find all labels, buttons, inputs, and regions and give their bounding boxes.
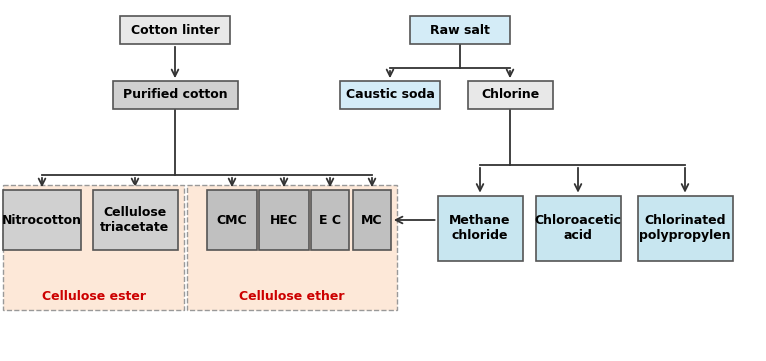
FancyBboxPatch shape	[437, 196, 522, 261]
Text: Cotton linter: Cotton linter	[131, 23, 219, 36]
Text: Cellulose ester: Cellulose ester	[41, 290, 146, 303]
FancyBboxPatch shape	[340, 81, 440, 109]
Text: Cellulose
triacetate: Cellulose triacetate	[100, 206, 169, 234]
FancyBboxPatch shape	[120, 16, 230, 44]
FancyBboxPatch shape	[93, 190, 178, 250]
Text: Cellulose ether: Cellulose ether	[239, 290, 345, 303]
Text: E C: E C	[319, 213, 341, 226]
Text: HEC: HEC	[270, 213, 298, 226]
FancyBboxPatch shape	[311, 190, 349, 250]
FancyBboxPatch shape	[535, 196, 620, 261]
FancyBboxPatch shape	[113, 81, 237, 109]
FancyBboxPatch shape	[207, 190, 257, 250]
FancyBboxPatch shape	[410, 16, 510, 44]
FancyBboxPatch shape	[637, 196, 732, 261]
FancyBboxPatch shape	[3, 185, 184, 310]
FancyBboxPatch shape	[187, 185, 397, 310]
Text: Nitrocotton: Nitrocotton	[2, 213, 82, 226]
Text: Chlorine: Chlorine	[481, 88, 539, 101]
Text: Methane
chloride: Methane chloride	[449, 214, 511, 242]
Text: Chloroacetic
acid: Chloroacetic acid	[535, 214, 621, 242]
Text: Purified cotton: Purified cotton	[123, 88, 228, 101]
FancyBboxPatch shape	[353, 190, 391, 250]
Text: MC: MC	[362, 213, 383, 226]
FancyBboxPatch shape	[259, 190, 309, 250]
Text: Caustic soda: Caustic soda	[345, 88, 434, 101]
Text: CMC: CMC	[217, 213, 247, 226]
FancyBboxPatch shape	[467, 81, 552, 109]
Text: Chlorinated
polypropylen: Chlorinated polypropylen	[639, 214, 731, 242]
FancyBboxPatch shape	[3, 190, 81, 250]
Text: Raw salt: Raw salt	[430, 23, 490, 36]
